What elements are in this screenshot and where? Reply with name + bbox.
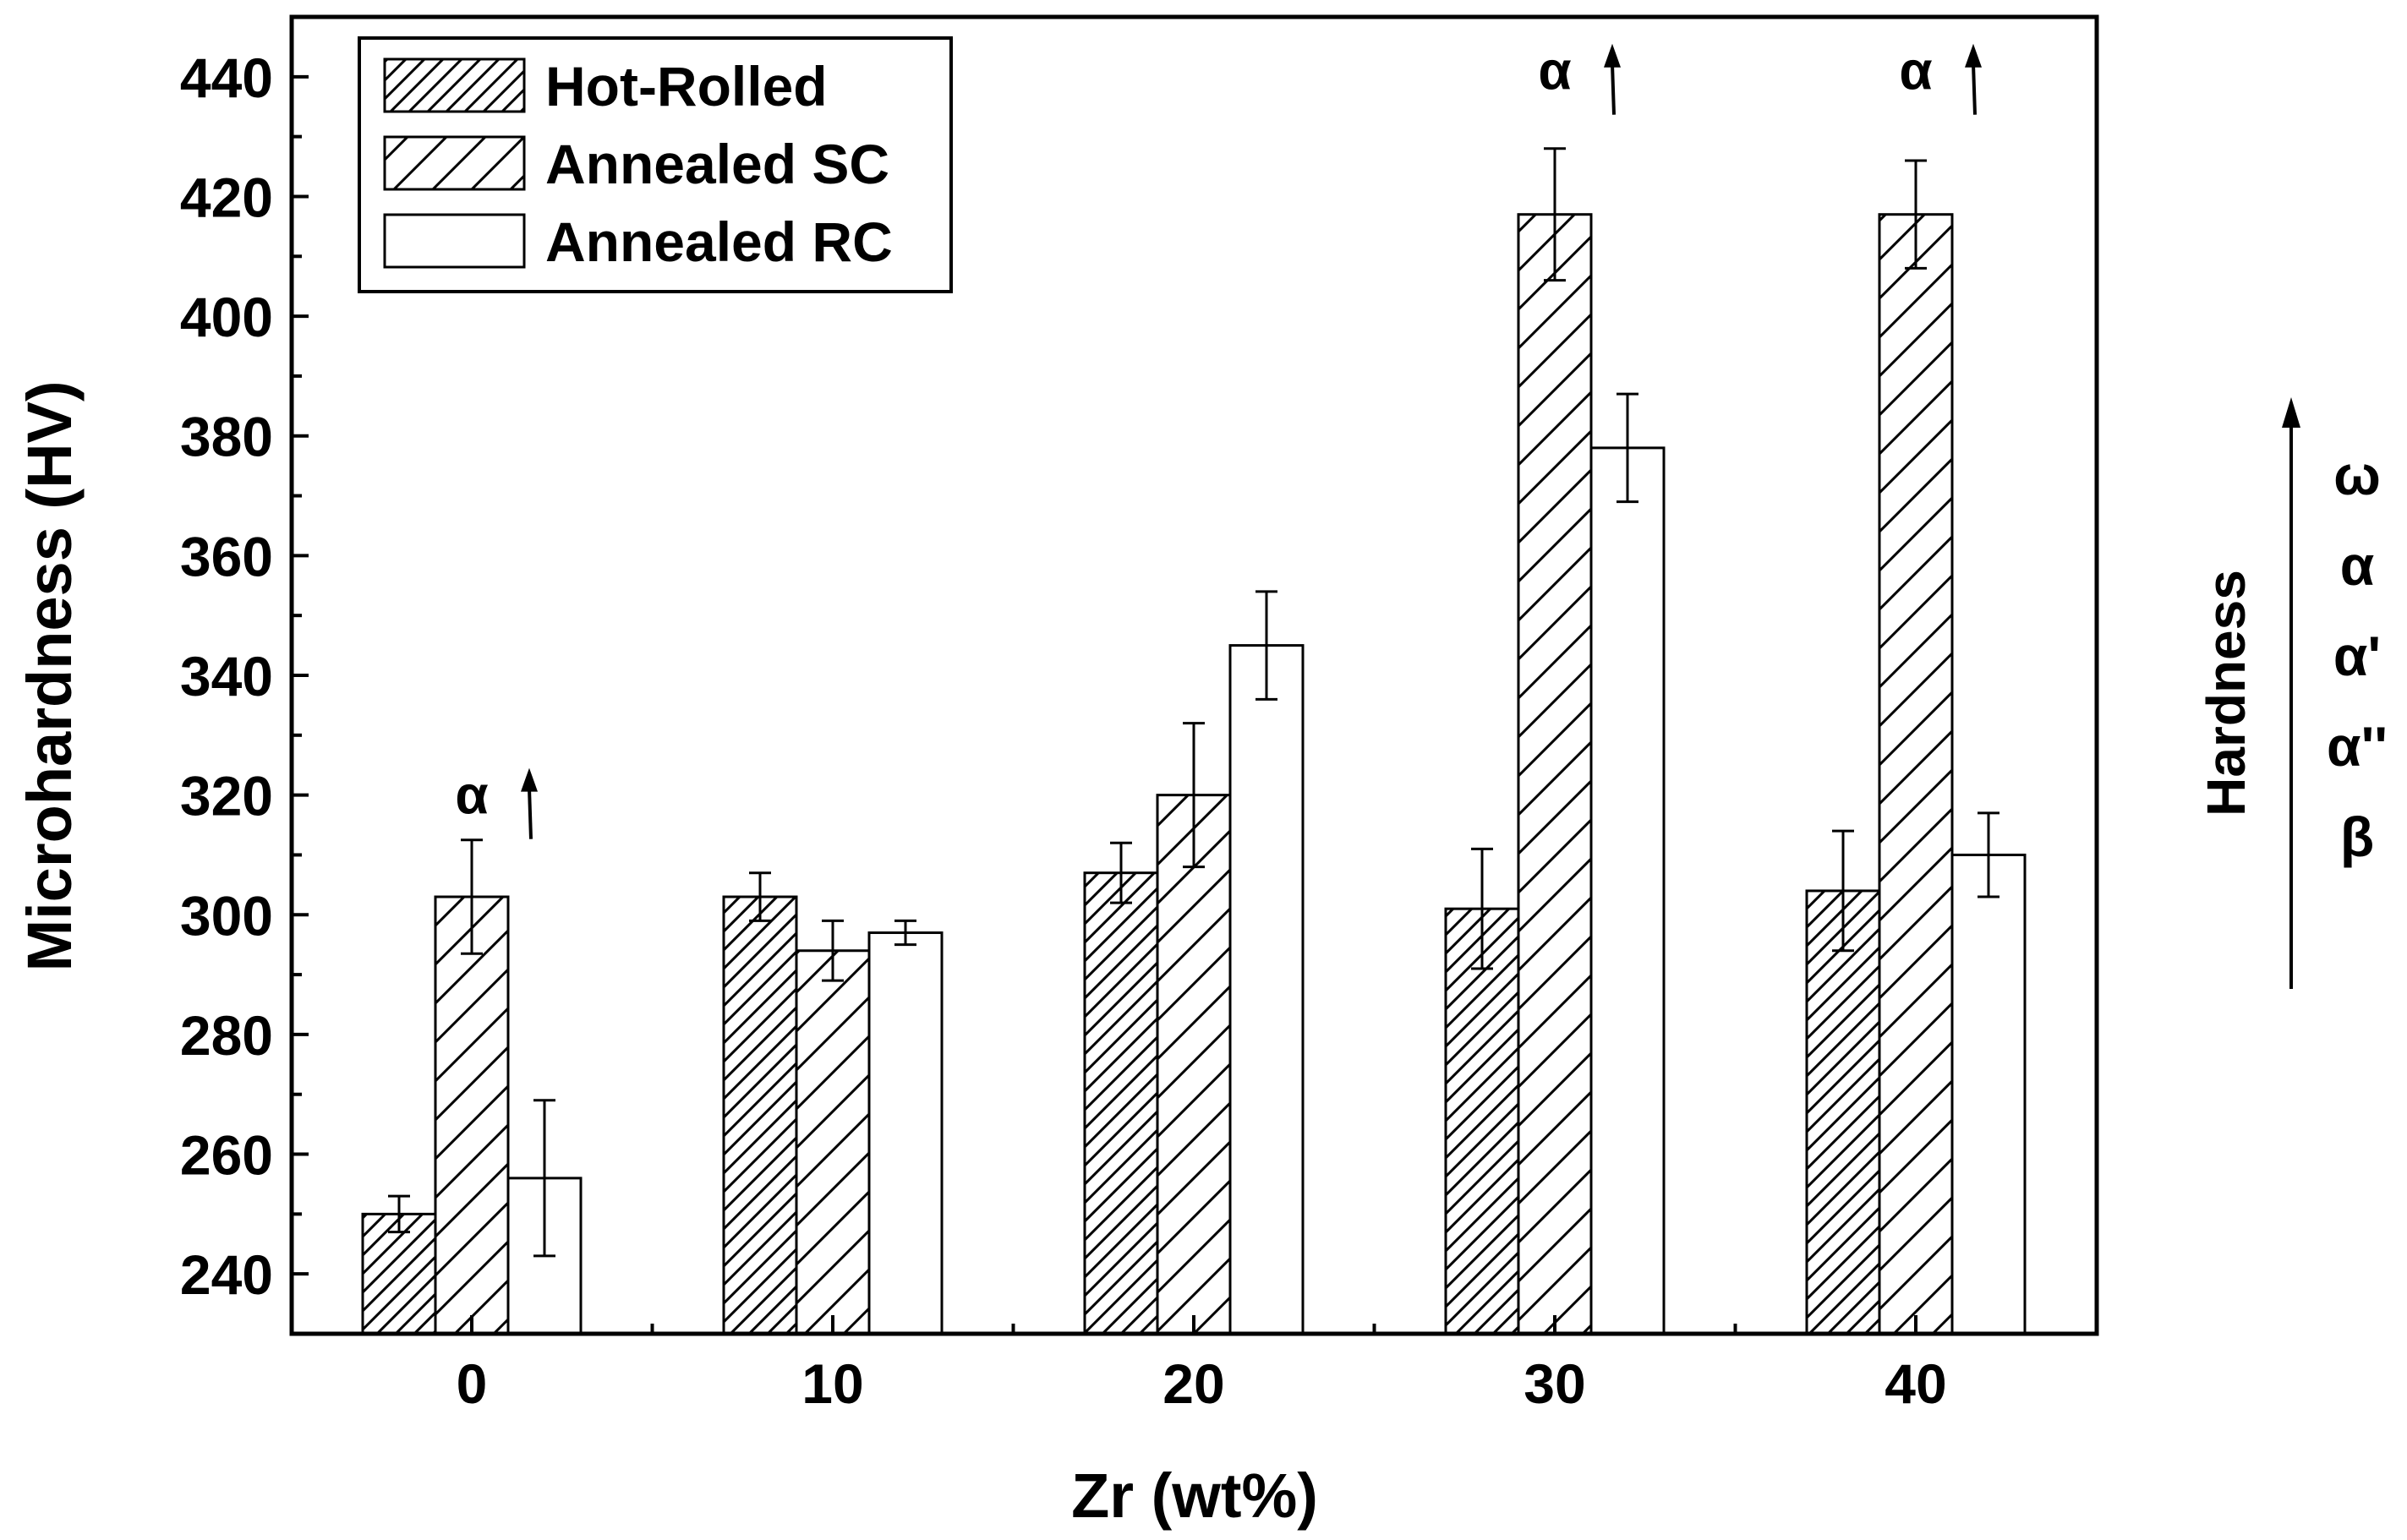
x-tick-label: 10 [801, 1352, 863, 1415]
errorbar-annealed-sc-40 [1905, 159, 1927, 270]
annotation-text: α [455, 765, 488, 826]
annotation-arrow-head [1604, 43, 1621, 68]
errorbar-hot-rolled-0 [388, 1194, 410, 1234]
x-tick-label: 0 [457, 1352, 488, 1415]
annotation-arrow-line [1611, 63, 1616, 115]
annotation-alpha-0: α [455, 765, 538, 839]
x-tick-label: 20 [1162, 1352, 1224, 1415]
errorbar-annealed-rc-20 [1255, 590, 1277, 701]
errorbar-annealed-rc-0 [533, 1099, 555, 1258]
y-tick-label: 440 [180, 46, 273, 109]
y-tick-label: 320 [180, 765, 273, 827]
y-tick-label: 300 [180, 884, 273, 947]
bar-annealed-rc-40 [1950, 853, 2027, 1335]
bar-hot-rolled-0 [361, 1212, 437, 1335]
errorbar-annealed-rc-10 [894, 919, 916, 947]
legend-swatch-annealed-sc [383, 135, 526, 191]
bar-annealed-rc-10 [867, 931, 944, 1335]
errorbar-hot-rolled-40 [1832, 829, 1854, 953]
bar-annealed-sc-0 [434, 895, 510, 1335]
x-axis: 0 10 20 30 40 [457, 1315, 2098, 1415]
x-tick-label: 30 [1524, 1352, 1585, 1415]
legend-label: Hot-Rolled [545, 55, 828, 117]
errorbars-layer [388, 147, 1999, 1258]
errorbar-annealed-rc-40 [1978, 811, 1999, 898]
errorbar-annealed-sc-10 [822, 919, 844, 982]
side-scale-phase: α [2340, 534, 2375, 597]
y-axis: 240 260 280 300 320 340 360 380 400 420 440 [180, 15, 309, 1306]
legend-swatch-hot-rolled [383, 57, 526, 113]
annotations-layer: α α α [455, 41, 1982, 839]
side-scale-phase: α' [2333, 625, 2381, 687]
legend-label: Annealed RC [545, 210, 893, 273]
y-tick-label: 340 [180, 645, 273, 707]
bar-annealed-sc-10 [795, 949, 871, 1335]
y-tick-label: 260 [180, 1124, 273, 1187]
bar-annealed-sc-30 [1517, 213, 1593, 1335]
annotation-arrow-line [1972, 63, 1977, 115]
side-scale-phase: β [2340, 805, 2374, 868]
legend-swatch-annealed-rc [383, 213, 526, 269]
errorbar-annealed-rc-30 [1617, 392, 1638, 504]
y-tick-label: 400 [180, 286, 273, 348]
bar-hot-rolled-40 [1805, 889, 1881, 1335]
annotation-arrow-head [521, 767, 538, 792]
annotation-alpha-40: α [1899, 41, 1982, 115]
legend-label: Annealed SC [545, 133, 889, 195]
errorbar-annealed-sc-30 [1544, 147, 1566, 282]
legend: Hot-Rolled Annealed SC Annealed RC [358, 36, 953, 293]
annotation-text: α [1899, 41, 1932, 101]
side-scale-label: Hardness [2196, 570, 2257, 816]
bar-hot-rolled-10 [722, 895, 798, 1335]
y-tick-label: 280 [180, 1004, 273, 1067]
side-scale-arrow-head [2282, 397, 2300, 428]
y-tick-label: 380 [180, 406, 273, 468]
errorbar-annealed-sc-0 [461, 838, 483, 955]
bar-annealed-sc-40 [1878, 213, 1954, 1335]
errorbar-hot-rolled-10 [749, 871, 771, 922]
errorbar-annealed-sc-20 [1183, 722, 1205, 869]
bars-layer [361, 213, 2027, 1335]
annotation-text: α [1538, 41, 1571, 101]
annotation-arrow-head [1965, 43, 1982, 68]
annotation-alpha-30: α [1538, 41, 1621, 115]
y-tick-label: 240 [180, 1243, 273, 1306]
bar-hot-rolled-30 [1444, 907, 1520, 1335]
x-axis-label: Zr (wt%) [1071, 1461, 1318, 1531]
side-scale-phase: α'' [2327, 715, 2388, 778]
y-axis-label: Microhardness (HV) [14, 380, 85, 971]
side-scale-phase: ω [2333, 444, 2381, 506]
bar-annealed-rc-20 [1228, 644, 1305, 1335]
annotation-arrow-line [528, 788, 533, 839]
bar-hot-rolled-20 [1083, 871, 1159, 1335]
bar-annealed-sc-20 [1156, 794, 1232, 1335]
x-tick-label: 40 [1885, 1352, 1946, 1415]
errorbar-hot-rolled-20 [1110, 841, 1132, 904]
y-tick-label: 360 [180, 525, 273, 587]
bar-annealed-rc-30 [1589, 446, 1666, 1335]
y-tick-label: 420 [180, 166, 273, 228]
side-hardness-scale: Hardness ωα α' α'' β [2196, 397, 2388, 989]
errorbar-hot-rolled-30 [1471, 847, 1493, 970]
